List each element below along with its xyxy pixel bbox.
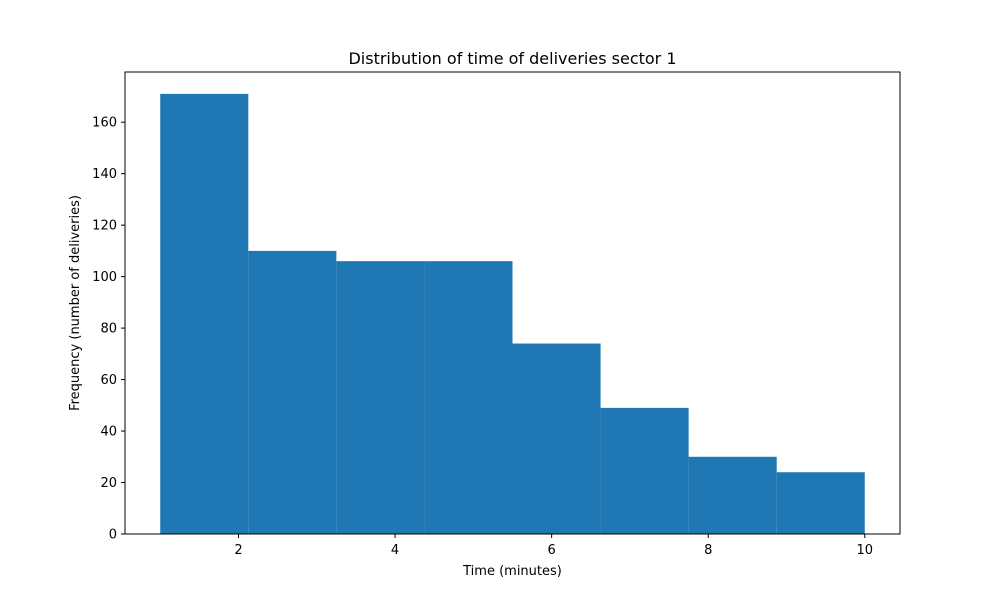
x-tick-label: 4 [391, 543, 399, 558]
y-tick-label: 20 [100, 476, 117, 491]
y-tick-label: 0 [109, 528, 117, 543]
x-axis-label: Time (minutes) [462, 564, 562, 579]
y-tick-label: 40 [100, 425, 117, 440]
histogram-bar [248, 250, 337, 534]
x-tick-label: 10 [856, 543, 873, 558]
y-axis-label: Frequency (number of deliveries) [68, 195, 83, 411]
y-tick-label: 160 [92, 116, 117, 131]
chart-title: Distribution of time of deliveries secto… [348, 49, 676, 68]
y-tick-label: 60 [100, 373, 117, 388]
plot-frame [124, 71, 901, 535]
histogram-bar [600, 407, 689, 534]
histogram-bar [424, 261, 513, 534]
x-axis-ticks: 2 4 6 8 10 [234, 534, 873, 558]
y-tick-label: 140 [92, 167, 117, 182]
histogram-bar [512, 343, 601, 534]
histogram-bar [160, 93, 249, 534]
histogram-bar [776, 472, 865, 534]
histogram-bar [336, 261, 425, 534]
y-tick-label: 80 [100, 322, 117, 337]
x-tick-label: 8 [704, 543, 712, 558]
y-axis-ticks: 0 20 40 60 80 100 120 140 160 [92, 116, 125, 543]
histogram-bar [688, 456, 777, 534]
x-tick-label: 6 [548, 543, 556, 558]
bars-group [160, 93, 865, 534]
y-tick-label: 120 [92, 219, 117, 234]
x-tick-label: 2 [234, 543, 242, 558]
y-tick-label: 100 [92, 270, 117, 285]
